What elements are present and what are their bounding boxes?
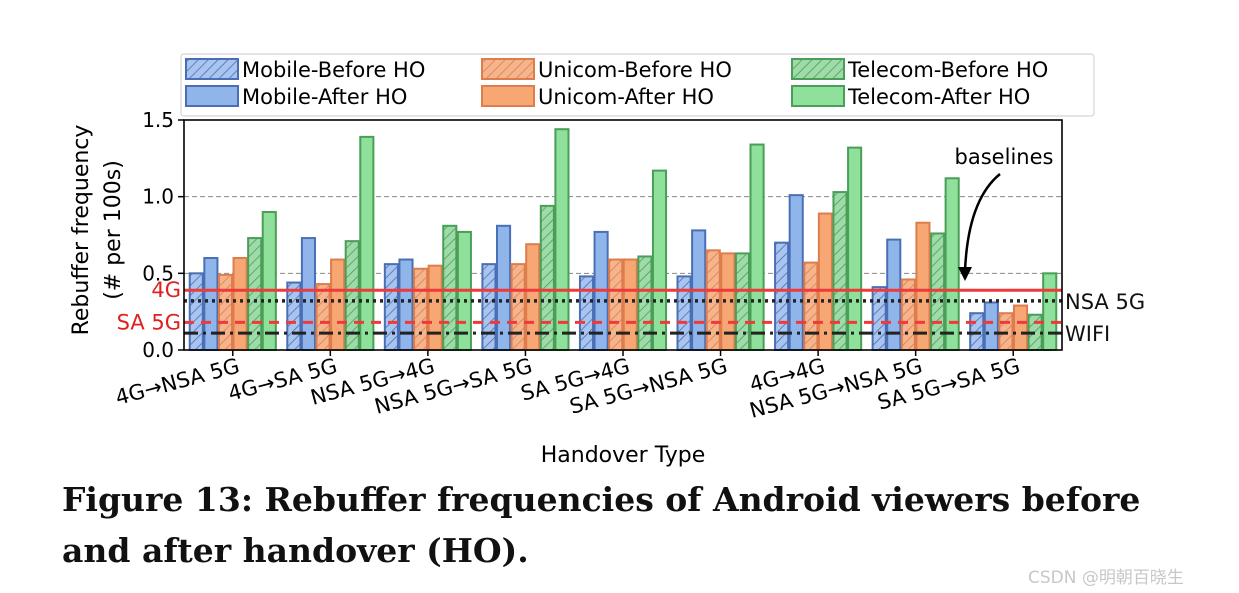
bar-unicom-before-ho-2 <box>413 267 429 352</box>
bar-mobile-after-ho-0 <box>203 257 219 351</box>
bar-mobile-after-ho-3 <box>495 224 512 351</box>
y-axis-label: Rebuffer frequency <box>69 125 94 336</box>
bar-mobile-after-ho-8 <box>983 301 999 352</box>
watermark: CSDN @明朝百晓生 <box>1028 568 1184 588</box>
bar-telecom-before-ho-3 <box>539 204 555 351</box>
bar-mobile-before-ho-3 <box>481 263 497 351</box>
bar-telecom-after-ho-6 <box>847 146 863 351</box>
legend-label: Unicom-After HO <box>538 85 714 109</box>
baseline-label: 4G <box>151 278 181 302</box>
legend-box <box>180 53 1095 117</box>
bar-unicom-after-ho-0 <box>232 257 248 351</box>
legend-swatch <box>791 85 845 107</box>
bars <box>188 128 1058 352</box>
bar-unicom-after-ho-1 <box>330 258 346 351</box>
figure-caption: Figure 13: Rebuffer frequencies of Andro… <box>62 480 1141 570</box>
bar-unicom-after-ho-8 <box>1012 304 1029 351</box>
legend-swatch <box>481 58 535 80</box>
bar-telecom-before-ho-4 <box>637 255 653 352</box>
bar-unicom-after-ho-4 <box>622 258 638 351</box>
baseline-label: NSA 5G <box>1065 290 1145 314</box>
legend-swatch <box>185 85 239 107</box>
rebuffer-bar-chart: 4G NSA 5G SA 5G WIFI 0.0 0.5 1.0 1.5 Rebuffer f… <box>69 53 1146 468</box>
baseline-label: WIFI <box>1065 322 1110 346</box>
bar-unicom-before-ho-6 <box>803 261 819 352</box>
bar-telecom-after-ho-3 <box>554 128 570 351</box>
legend: Mobile-Before HO Mobile-After HO Unicom-Be… <box>180 53 1095 117</box>
bar-mobile-before-ho-7 <box>871 286 887 351</box>
annotation: baselines <box>955 145 1054 281</box>
bar-mobile-before-ho-8 <box>969 312 985 352</box>
y-axis-label: (# per 100s) <box>101 160 126 300</box>
bar-telecom-after-ho-7 <box>944 177 960 351</box>
bar-unicom-after-ho-2 <box>427 264 443 351</box>
legend-swatch <box>185 58 239 80</box>
bar-telecom-after-ho-0 <box>261 211 277 351</box>
legend-label: Mobile-Before HO <box>242 58 425 82</box>
bar-unicom-before-ho-8 <box>998 312 1014 352</box>
bar-mobile-before-ho-2 <box>383 263 399 351</box>
bar-mobile-before-ho-5 <box>676 275 692 351</box>
legend-label: Unicom-Before HO <box>538 58 732 82</box>
bar-telecom-before-ho-2 <box>442 224 458 351</box>
annotation-arrowhead <box>958 267 972 281</box>
y-tick-label: 1.0 <box>142 185 174 209</box>
legend-label: Mobile-After HO <box>242 85 407 109</box>
legend-swatch <box>791 58 845 80</box>
bar-unicom-before-ho-0 <box>217 273 234 351</box>
bar-mobile-before-ho-4 <box>578 275 595 351</box>
bar-telecom-before-ho-6 <box>832 191 848 351</box>
baseline-label: SA 5G <box>117 310 181 334</box>
bar-unicom-before-ho-3 <box>510 263 526 351</box>
bar-mobile-before-ho-1 <box>286 281 302 351</box>
legend-swatch <box>481 85 535 107</box>
x-axis-label: Handover Type <box>541 443 706 468</box>
bar-telecom-after-ho-8 <box>1042 272 1058 352</box>
y-tick-label: 0.5 <box>142 261 174 285</box>
legend-label: Telecom-After HO <box>847 85 1030 109</box>
bar-unicom-before-ho-4 <box>608 258 624 351</box>
annotation-text: baselines <box>955 145 1054 169</box>
y-tick-label: 1.5 <box>142 108 174 132</box>
bar-unicom-after-ho-6 <box>817 212 833 351</box>
bar-mobile-after-ho-6 <box>788 194 804 351</box>
bar-unicom-before-ho-1 <box>315 283 331 352</box>
bar-mobile-before-ho-0 <box>188 272 204 352</box>
baselines: 4G NSA 5G SA 5G WIFI <box>117 278 1146 346</box>
bar-telecom-after-ho-5 <box>749 143 765 351</box>
x-tick-label: 4G→NSA 5G <box>113 354 242 410</box>
bar-mobile-after-ho-2 <box>398 258 414 351</box>
bar-telecom-after-ho-1 <box>359 135 375 351</box>
y-tick-label: 0.0 <box>142 338 174 362</box>
legend-label: Telecom-Before HO <box>847 58 1048 82</box>
annotation-arrow <box>963 173 1001 272</box>
bar-unicom-after-ho-7 <box>915 221 931 352</box>
